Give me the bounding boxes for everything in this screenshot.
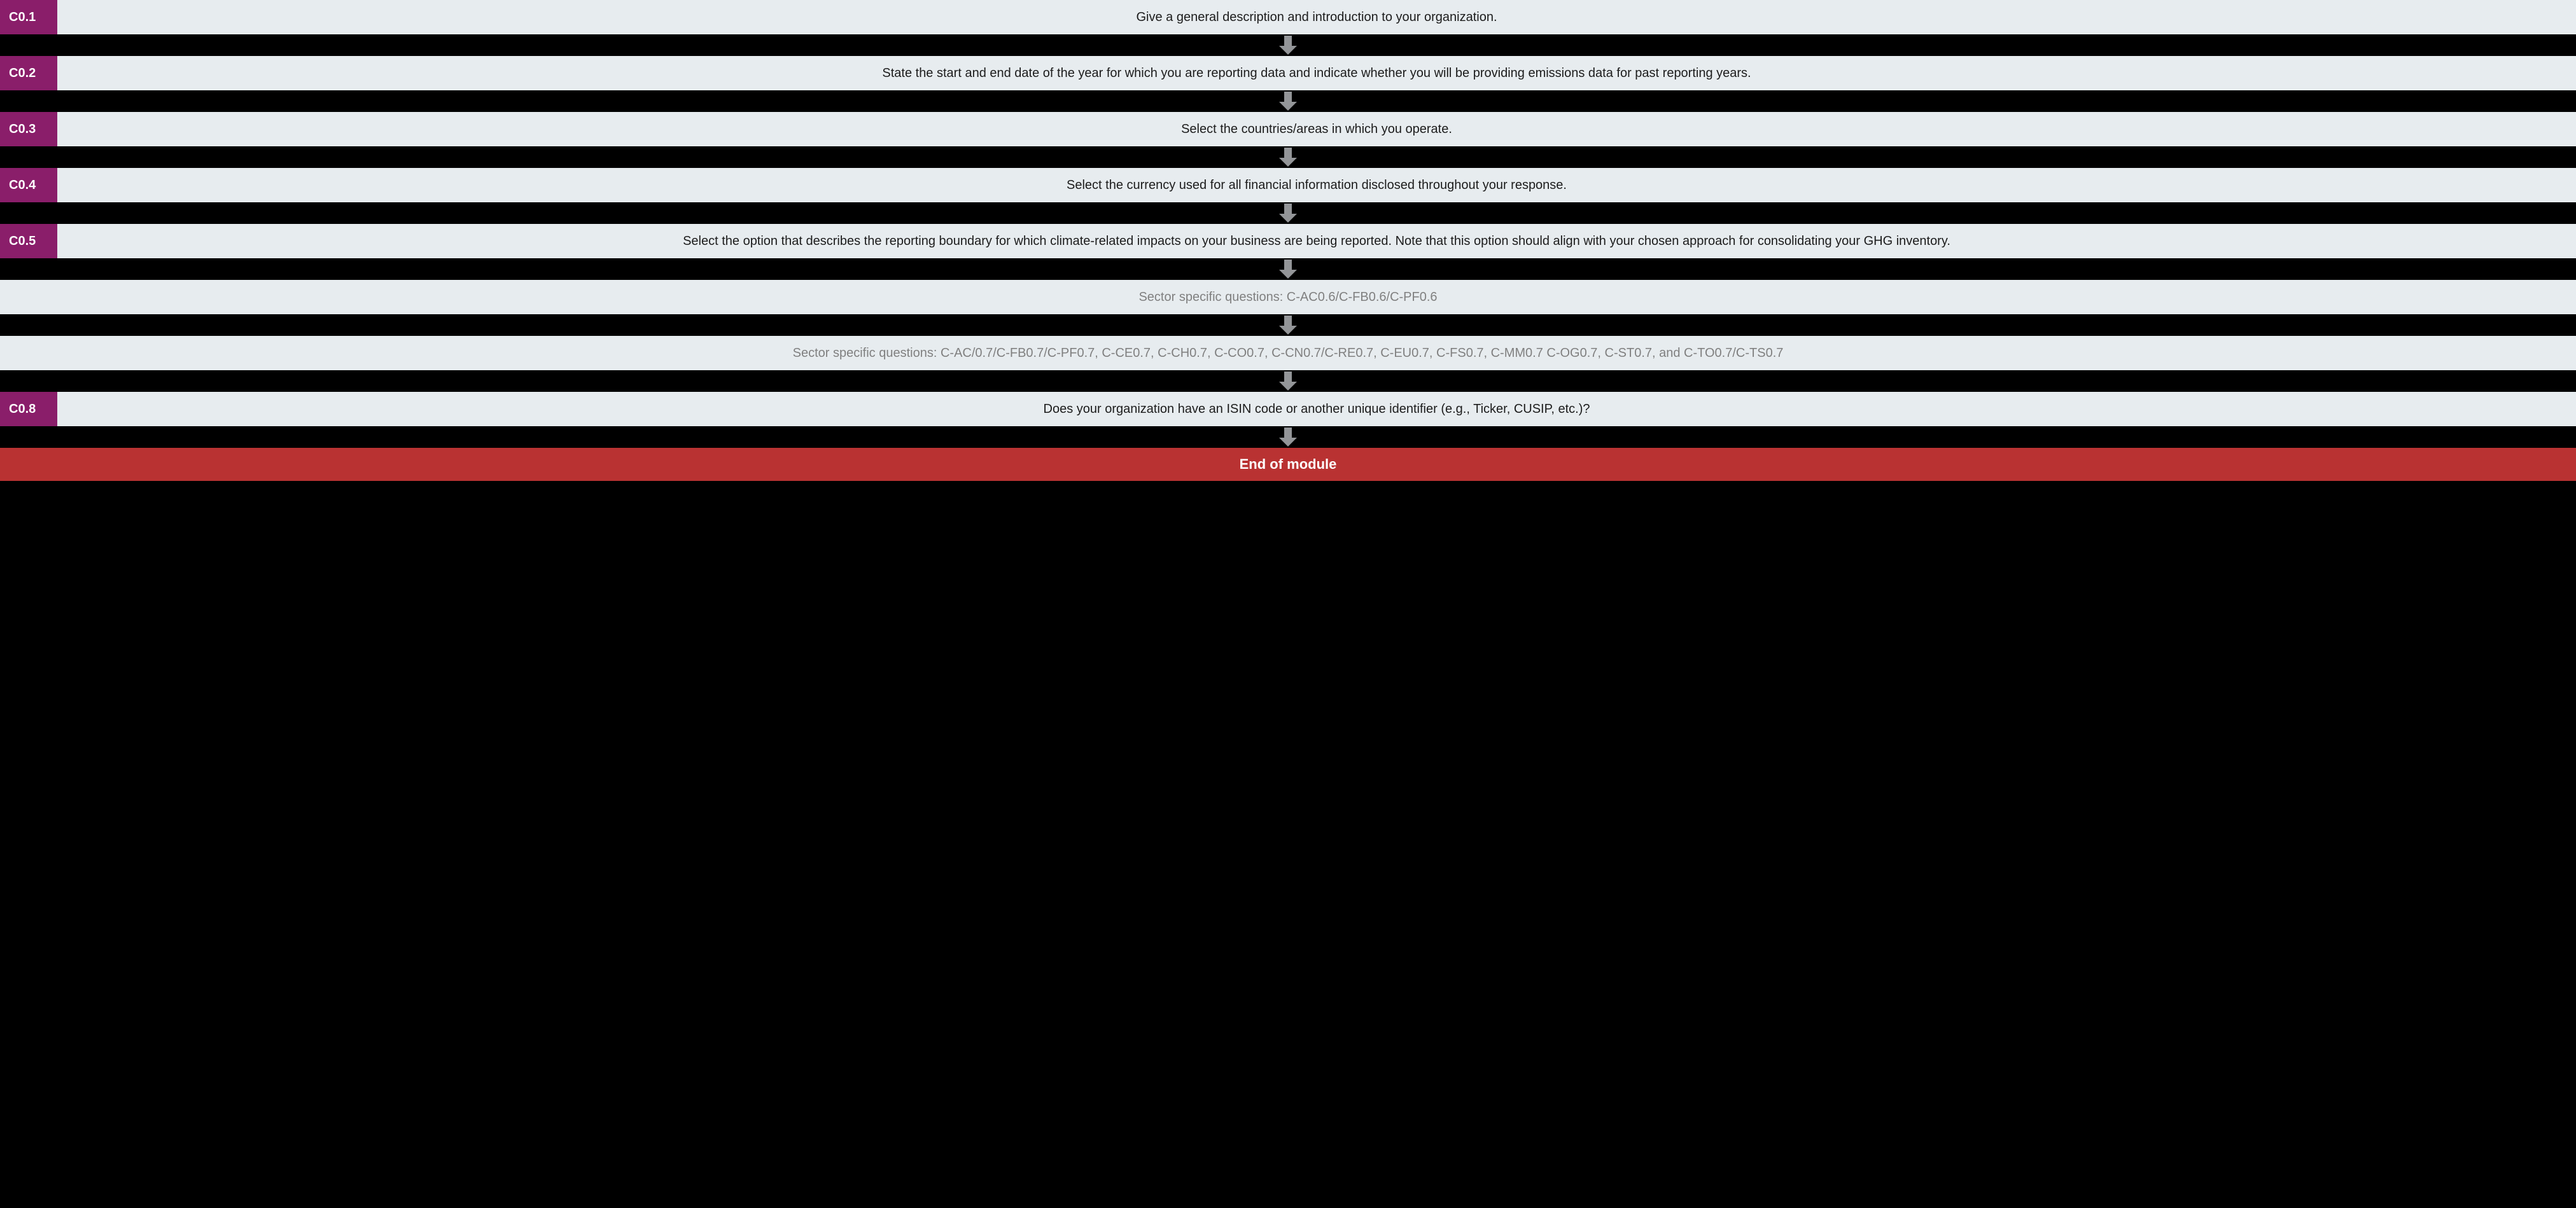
flow-step: C0.3Select the countries/areas in which … [0,112,2576,146]
down-arrow [0,202,2576,224]
step-code: C0.5 [0,224,57,258]
step-text: Select the countries/areas in which you … [57,112,2576,146]
step-text: Select the option that describes the rep… [57,224,2576,258]
step-text: State the start and end date of the year… [57,56,2576,90]
step-code: C0.4 [0,168,57,202]
flowchart-container: C0.1Give a general description and intro… [0,0,2576,481]
end-of-module: End of module [0,448,2576,481]
sector-step-text: Sector specific questions: C-AC0.6/C-FB0… [0,280,2576,314]
step-text: Does your organization have an ISIN code… [57,392,2576,426]
step-code: C0.8 [0,392,57,426]
flow-step: C0.8Does your organization have an ISIN … [0,392,2576,426]
flow-step: C0.5Select the option that describes the… [0,224,2576,258]
flow-step: Sector specific questions: C-AC0.6/C-FB0… [0,280,2576,314]
down-arrow [0,314,2576,336]
step-text: Give a general description and introduct… [57,0,2576,34]
step-code: C0.2 [0,56,57,90]
down-arrow [0,426,2576,448]
flow-step: C0.1Give a general description and intro… [0,0,2576,34]
step-code: C0.1 [0,0,57,34]
down-arrow [0,370,2576,392]
flow-step: C0.4Select the currency used for all fin… [0,168,2576,202]
down-arrow [0,34,2576,56]
flow-step: Sector specific questions: C-AC/0.7/C-FB… [0,336,2576,370]
down-arrow [0,90,2576,112]
sector-step-text: Sector specific questions: C-AC/0.7/C-FB… [0,336,2576,370]
down-arrow [0,146,2576,168]
flow-step: C0.2State the start and end date of the … [0,56,2576,90]
step-code: C0.3 [0,112,57,146]
step-text: Select the currency used for all financi… [57,168,2576,202]
down-arrow [0,258,2576,280]
